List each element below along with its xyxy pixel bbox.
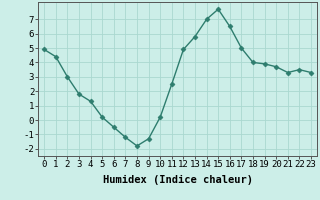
X-axis label: Humidex (Indice chaleur): Humidex (Indice chaleur) xyxy=(103,175,252,185)
